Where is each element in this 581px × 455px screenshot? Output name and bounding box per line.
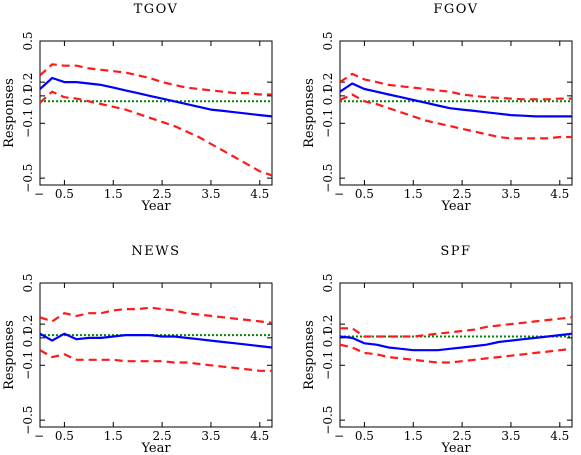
y-tick-label: 0.2 <box>21 73 35 92</box>
y-tick-label: −0.1 <box>321 351 335 380</box>
x-origin-minus: − <box>34 187 44 201</box>
x-tick-label: 2.5 <box>153 187 172 201</box>
y-axis-label: Responses <box>302 320 317 390</box>
lower-band-line <box>340 93 572 140</box>
y-axis-label: Responses <box>2 78 17 148</box>
y-tick-label: −0.1 <box>321 109 335 138</box>
plot-frame <box>39 40 273 186</box>
x-axis-label: Year <box>140 199 171 214</box>
x-tick-label: 4.5 <box>250 429 269 443</box>
x-origin-minus: − <box>34 429 44 443</box>
y-tick-label: −0.5 <box>321 164 335 193</box>
upper-band-line <box>340 316 572 338</box>
upper-band-line <box>340 72 572 101</box>
y-tick-label: 0.1 <box>21 328 35 347</box>
x-tick-label: 3.5 <box>201 187 220 201</box>
x-axis-label: Year <box>140 441 171 455</box>
lower-band-line <box>40 90 272 177</box>
y-tick-label: 0.1 <box>321 328 335 347</box>
y-tick-label: −0.5 <box>321 406 335 435</box>
y-tick-label: 0.1 <box>321 86 335 105</box>
y-tick-label: 0.2 <box>321 315 335 334</box>
x-tick-label: 2.5 <box>453 187 472 201</box>
panel-fgov: FGOV Year Responses 0.5 1.5 2.5 3.5 4.5 −−0.5 −0.… <box>302 2 573 214</box>
x-origin-minus: − <box>334 187 344 201</box>
x-tick-label: 3.5 <box>501 429 520 443</box>
x-tick-label: 0.5 <box>355 429 374 443</box>
x-tick-label: 2.5 <box>153 429 172 443</box>
median-response-line <box>40 332 272 349</box>
panel-tgov: TGOV Year Responses 0.5 1.5 2.5 3.5 4.5 −−0.5 −0.… <box>2 2 273 214</box>
lower-band-line <box>340 343 572 364</box>
x-tick-label: 1.5 <box>104 187 123 201</box>
x-tick-label: 3.5 <box>501 187 520 201</box>
chart-title: NEWS <box>131 244 180 259</box>
upper-band-line <box>40 63 272 96</box>
plot-frame <box>39 282 273 428</box>
lower-band-line <box>40 349 272 372</box>
chart-title: FGOV <box>433 2 478 17</box>
x-tick-label: 0.5 <box>355 187 374 201</box>
plot-frame <box>339 282 573 428</box>
median-response-line <box>40 76 272 118</box>
x-tick-label: 2.5 <box>453 429 472 443</box>
y-tick-label: −0.1 <box>21 109 35 138</box>
x-axis-label: Year <box>440 441 471 455</box>
x-tick-label: 1.5 <box>104 429 123 443</box>
panel-spf: SPF Year Responses 0.5 1.5 2.5 3.5 4.5 −−0.5 −0.1… <box>302 244 573 455</box>
y-tick-label: −0.1 <box>21 351 35 380</box>
x-axis-label: Year <box>440 199 471 214</box>
median-response-line <box>340 332 572 352</box>
y-tick-label: 0.1 <box>21 86 35 105</box>
y-tick-label: 0.2 <box>321 73 335 92</box>
y-tick-label: −0.5 <box>21 164 35 193</box>
y-axis-label: Responses <box>302 78 317 148</box>
y-tick-label: 0.2 <box>21 315 35 334</box>
panel-news: NEWS Year Responses 0.5 1.5 2.5 3.5 4.5 −−0.5 −0.… <box>2 244 273 455</box>
chart-title: SPF <box>440 244 471 259</box>
y-axis-label: Responses <box>2 320 17 390</box>
y-tick-label: 0.5 <box>321 273 335 292</box>
y-tick-label: 0.5 <box>21 273 35 292</box>
x-tick-label: 1.5 <box>404 429 423 443</box>
x-tick-label: 0.5 <box>55 429 74 443</box>
plot-frame <box>339 40 573 186</box>
x-tick-label: 0.5 <box>55 187 74 201</box>
chart-title: TGOV <box>134 2 179 17</box>
y-tick-label: 0.5 <box>321 31 335 50</box>
y-tick-label: 0.5 <box>21 31 35 50</box>
upper-band-line <box>40 306 272 324</box>
x-tick-label: 4.5 <box>250 187 269 201</box>
y-tick-label: −0.5 <box>21 406 35 435</box>
x-tick-label: 1.5 <box>404 187 423 201</box>
x-tick-label: 4.5 <box>550 187 569 201</box>
x-tick-label: 4.5 <box>550 429 569 443</box>
median-response-line <box>340 82 572 118</box>
x-origin-minus: − <box>334 429 344 443</box>
x-tick-label: 3.5 <box>201 429 220 443</box>
